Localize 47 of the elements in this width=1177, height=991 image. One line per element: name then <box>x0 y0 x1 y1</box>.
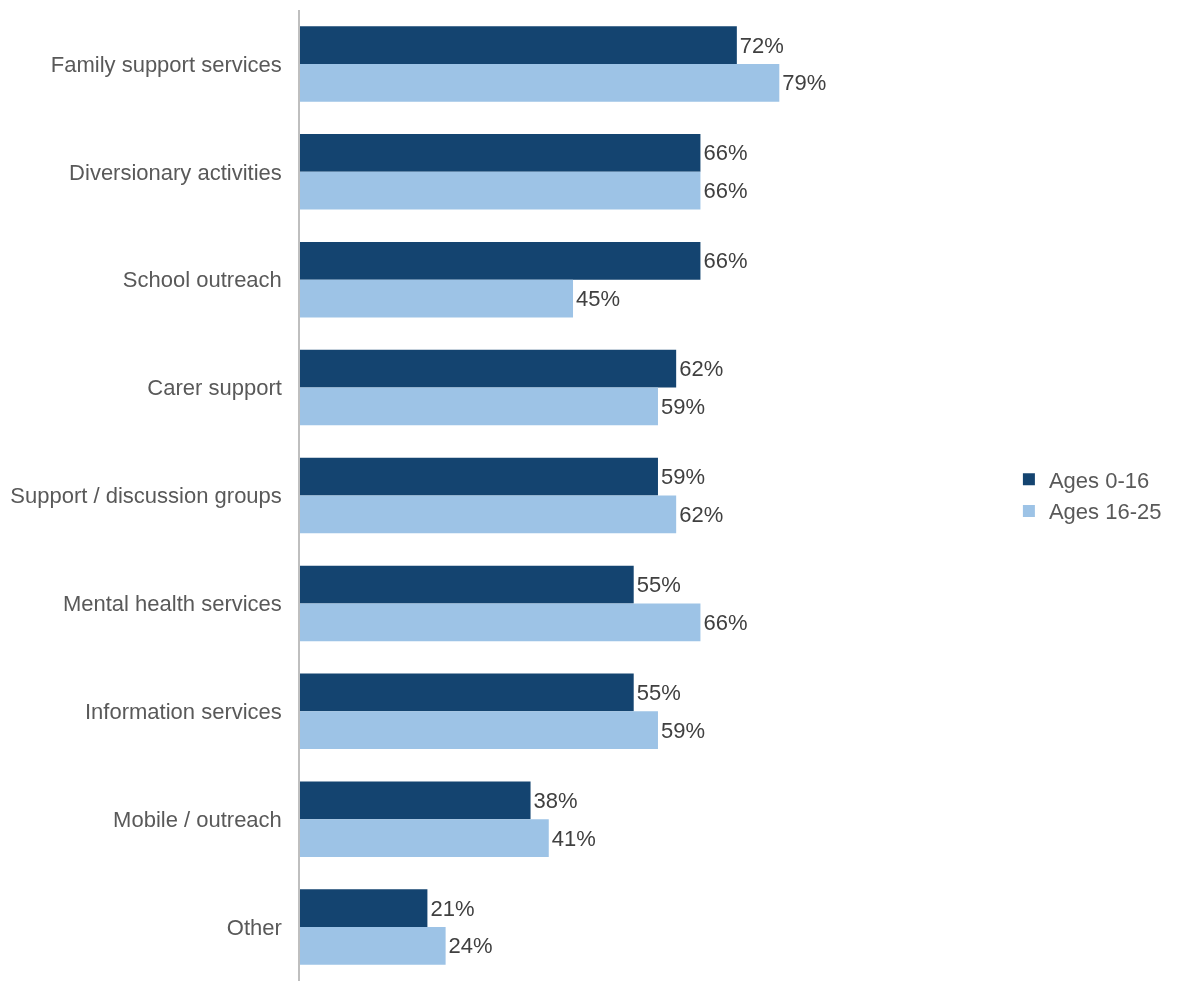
y-tick-label: Support / discussion groups <box>10 483 282 509</box>
bar <box>300 26 737 64</box>
y-tick-label: Carer support <box>147 375 282 401</box>
y-tick-label: Family support services <box>50 51 282 77</box>
y-tick-label: Other <box>226 914 282 940</box>
bar <box>300 349 677 388</box>
y-tick-label: Mental health services <box>62 591 282 617</box>
bar <box>300 711 658 750</box>
bar <box>300 889 428 928</box>
data-label: 55% <box>636 572 681 598</box>
y-tick-label: Diversionary activities <box>69 159 282 185</box>
bar <box>300 279 574 318</box>
data-label: 59% <box>660 393 706 419</box>
bar <box>300 387 658 426</box>
data-label: 62% <box>679 501 724 527</box>
data-label: 55% <box>636 679 681 705</box>
data-label: 45% <box>576 286 621 312</box>
data-label: 72% <box>739 32 784 58</box>
bar <box>300 171 701 210</box>
y-tick-label: School outreach <box>122 267 282 293</box>
legend-label: Ages 16-25 <box>1048 499 1162 525</box>
data-label: 38% <box>533 787 578 813</box>
bar <box>300 781 531 820</box>
data-label: 66% <box>703 178 748 204</box>
data-label: 59% <box>660 464 706 490</box>
data-label: 24% <box>448 933 493 959</box>
data-label: 62% <box>679 356 724 382</box>
bar <box>300 673 634 712</box>
data-label: 59% <box>660 717 706 743</box>
bar <box>300 565 634 604</box>
data-label: 66% <box>703 140 748 166</box>
bar <box>300 63 780 102</box>
bar <box>300 241 701 280</box>
bar <box>300 457 658 496</box>
data-label: 21% <box>430 895 475 921</box>
bar <box>300 134 701 172</box>
data-label: 66% <box>703 248 748 274</box>
bar <box>300 927 446 965</box>
y-tick-label: Mobile / outreach <box>113 806 282 832</box>
bar <box>300 495 677 534</box>
data-label: 66% <box>703 609 748 635</box>
data-label: 79% <box>782 70 827 96</box>
bar <box>300 819 549 857</box>
y-tick-label: Information services <box>84 698 282 724</box>
bar <box>300 603 701 642</box>
legend-label: Ages 0-16 <box>1048 467 1150 493</box>
data-label: 41% <box>551 825 596 851</box>
